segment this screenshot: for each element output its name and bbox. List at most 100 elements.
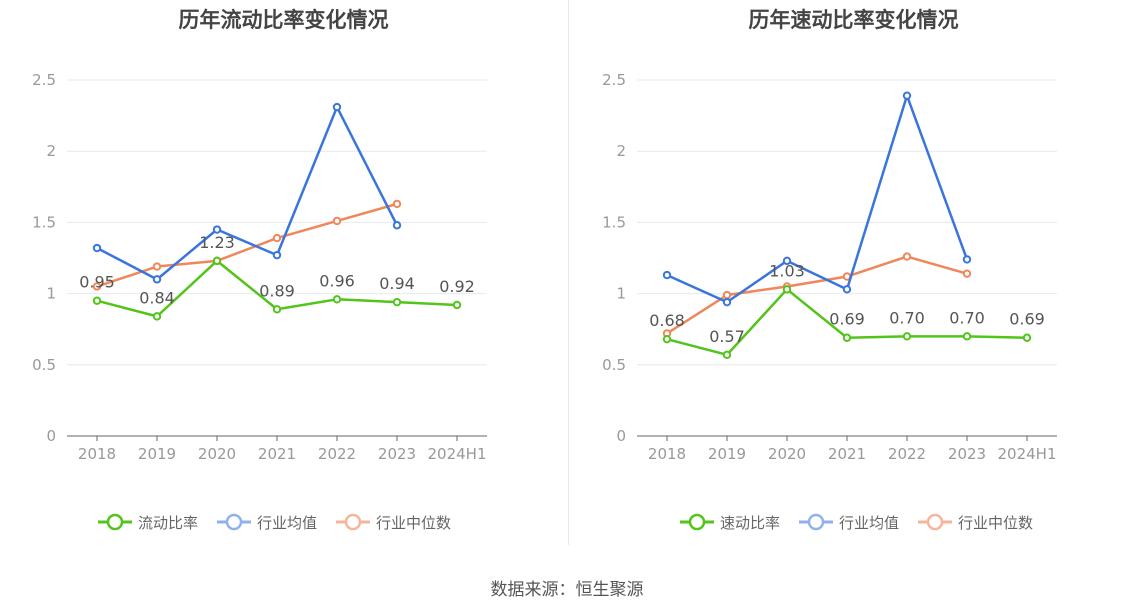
data-label: 0.57	[709, 327, 745, 346]
legend-item-industry-avg[interactable]: 行业均值	[799, 510, 899, 534]
y-tick-label: 2	[616, 142, 626, 160]
data-point-industry-avg	[962, 255, 972, 264]
data-label: 1.23	[199, 233, 235, 252]
y-tick-label: 0	[616, 427, 626, 445]
data-point-primary	[722, 350, 732, 360]
data-label: 0.96	[319, 271, 355, 290]
legend-item-primary[interactable]: 速动比率	[680, 510, 780, 534]
data-point-industry-median	[902, 252, 912, 261]
data-point-primary	[842, 333, 852, 342]
quick-ratio-chart: 0 0.5 1 1.5 2 2.5 2018 2019 2020 2021 2022 2023 2024…	[602, 71, 1057, 463]
x-tick-label: 2020	[198, 445, 236, 463]
x-tick-label: 2018	[78, 445, 116, 463]
data-label: 0.68	[649, 311, 685, 330]
source-note: 数据来源：恒生聚源	[490, 580, 644, 600]
legend-marker-median-icon	[336, 513, 370, 531]
chart-panel-quick-ratio: 历年速动比率变化情况 0 0.5 1 1.5 2 2.5 2018 2019 2020 2021 2…	[570, 0, 1134, 560]
x-tick-label: 2020	[768, 445, 806, 463]
data-point-industry-avg	[332, 102, 342, 112]
data-point-primary	[392, 297, 402, 307]
data-point-industry-avg	[722, 297, 732, 307]
x-tick-label: 2018	[648, 445, 686, 463]
data-point-industry-median	[92, 282, 102, 291]
data-label: 1.03	[769, 261, 805, 280]
y-tick-label: 2	[46, 142, 56, 160]
legend-item-primary[interactable]: 流动比率	[98, 510, 198, 534]
x-tick-label: 2023	[378, 445, 416, 463]
y-tick-label: 1.5	[32, 213, 56, 231]
series-line-industry-avg	[96, 105, 399, 281]
data-point-primary	[962, 332, 972, 341]
legend: 速动比率 行业均值 行业中位数	[570, 510, 1134, 534]
data-point-primary	[212, 256, 222, 266]
data-point-industry-avg	[272, 250, 282, 260]
series-line-industry-avg	[666, 94, 969, 304]
panel-divider	[568, 0, 569, 545]
legend-item-industry-avg[interactable]: 行业均值	[217, 510, 317, 534]
legend-label-industry-avg: 行业均值	[839, 513, 900, 532]
data-label: 0.84	[139, 288, 175, 307]
data-label: 0.69	[1009, 310, 1045, 329]
data-label: 0.92	[439, 277, 475, 296]
y-tick-label: 2.5	[602, 71, 626, 89]
data-point-industry-median	[152, 262, 162, 271]
legend-item-industry-median[interactable]: 行业中位数	[918, 510, 1033, 534]
y-tick-label: 1	[616, 285, 626, 303]
x-tick-label: 2024H1	[998, 445, 1057, 463]
legend-marker-primary-icon	[680, 513, 714, 531]
chart-title: 历年流动比率变化情况	[178, 8, 389, 32]
x-tick-label: 2021	[258, 445, 296, 463]
data-point-primary	[1022, 333, 1032, 342]
data-point-primary	[662, 334, 672, 344]
data-point-industry-avg	[152, 275, 162, 284]
data-point-industry-median	[332, 216, 342, 226]
data-point-industry-median	[722, 290, 732, 300]
series-line-industry-median	[666, 255, 968, 335]
data-point-industry-avg	[212, 225, 222, 234]
data-point-industry-avg	[902, 91, 912, 100]
x-tick-label: 2021	[828, 445, 866, 463]
y-tick-label: 0	[46, 427, 56, 445]
y-tick-label: 0.5	[602, 356, 626, 374]
current-ratio-chart: 0 0.5 1 1.5 2 2.5 2018 2019 2020 2021 2022 2023 2024…	[32, 71, 487, 463]
x-tick-label: 2019	[708, 445, 746, 463]
data-point-primary	[272, 305, 282, 314]
data-label: 0.95	[79, 273, 115, 292]
x-tick-label: 2019	[138, 445, 176, 463]
legend-label-primary: 流动比率	[138, 513, 199, 532]
data-point-primary	[902, 332, 912, 341]
data-point-industry-avg	[662, 270, 672, 280]
data-point-industry-median	[392, 199, 402, 209]
data-label: 0.89	[259, 281, 295, 300]
legend-label-industry-avg: 行业均值	[257, 513, 318, 532]
data-label: 0.70	[889, 308, 925, 327]
legend-marker-primary-icon	[98, 513, 132, 531]
x-tick-label: 2024H1	[428, 445, 487, 463]
data-point-primary	[152, 312, 162, 321]
y-tick-label: 1.5	[602, 213, 626, 231]
data-label: 0.70	[949, 308, 985, 327]
data-label: 0.69	[829, 310, 865, 329]
x-tick-label: 2022	[318, 445, 356, 463]
legend-label-primary: 速动比率	[720, 513, 781, 532]
chart-title: 历年速动比率变化情况	[748, 8, 959, 32]
data-point-primary	[332, 295, 342, 304]
legend: 流动比率 行业均值 行业中位数	[0, 510, 567, 534]
series-line-industry-median	[96, 202, 398, 288]
x-tick-label: 2023	[948, 445, 986, 463]
data-point-primary	[92, 296, 102, 305]
y-tick-label: 2.5	[32, 71, 56, 89]
data-point-industry-avg	[392, 221, 402, 230]
data-point-industry-avg	[92, 243, 102, 253]
legend-label-industry-median: 行业中位数	[958, 513, 1034, 532]
data-point-industry-avg	[842, 285, 852, 294]
x-tick-label: 2022	[888, 445, 926, 463]
data-label: 0.94	[379, 274, 415, 293]
y-tick-label: 1	[46, 285, 56, 303]
legend-marker-avg-icon	[217, 513, 251, 531]
legend-marker-avg-icon	[799, 513, 833, 531]
data-point-primary	[782, 285, 792, 294]
data-point-industry-median	[962, 269, 972, 278]
legend-item-industry-median[interactable]: 行业中位数	[336, 510, 451, 534]
legend-marker-median-icon	[918, 513, 952, 531]
